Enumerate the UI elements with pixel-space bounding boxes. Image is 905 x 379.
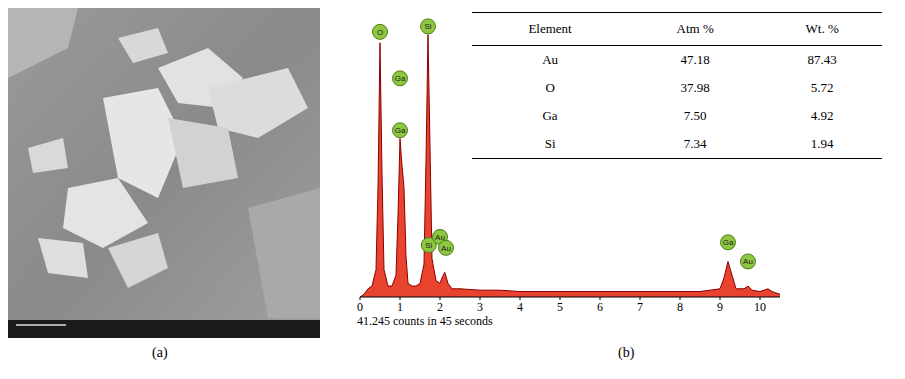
svg-text:Si: Si — [425, 241, 432, 250]
html-text:4.92: 4.92 — [810, 108, 834, 123]
svg-text:3: 3 — [477, 300, 483, 314]
html-text:7.34: 7.34 — [683, 136, 707, 151]
svg-text:Au: Au — [435, 232, 445, 242]
html-text:Element: Element — [528, 21, 572, 36]
html-text:Atm %: Atm % — [676, 21, 714, 36]
html-text:7.50: 7.50 — [683, 108, 707, 123]
svg-text:Si: Si — [424, 22, 431, 31]
svg-text:4: 4 — [517, 300, 523, 314]
html-text:41.245 counts in 45 seconds: 41.245 counts in 45 seconds — [357, 314, 493, 328]
svg-text:7: 7 — [637, 300, 643, 314]
html-text:(b): (b) — [618, 345, 635, 360]
html-text:O: O — [545, 80, 555, 95]
svg-text:1: 1 — [397, 300, 403, 314]
svg-text:2: 2 — [437, 300, 443, 314]
svg-text:O: O — [377, 28, 383, 37]
html-text:Ga: Ga — [542, 108, 558, 123]
svg-text:Ga: Ga — [723, 238, 734, 247]
svg-text:Au: Au — [743, 257, 753, 266]
svg-text:8: 8 — [677, 300, 683, 314]
svg-text:6: 6 — [597, 300, 603, 314]
html-text:5.72: 5.72 — [810, 80, 834, 95]
svg-text:5: 5 — [557, 300, 563, 314]
html-text:Si: Si — [544, 136, 556, 151]
html-text:37.98: 37.98 — [680, 80, 710, 95]
svg-text:10: 10 — [754, 300, 766, 314]
html-text:1.94: 1.94 — [810, 136, 834, 151]
html-text:(a): (a) — [152, 345, 168, 360]
html-text:87.43: 87.43 — [807, 52, 837, 67]
svg-text:Ga: Ga — [395, 126, 406, 135]
html-text:Wt. %: Wt. % — [805, 21, 839, 36]
svg-text:Au: Au — [441, 244, 451, 253]
svg-text:0: 0 — [357, 300, 363, 314]
html-text:Au: Au — [542, 52, 558, 67]
html-text:47.18: 47.18 — [680, 52, 710, 67]
svg-text:Ga: Ga — [395, 74, 406, 83]
svg-text:9: 9 — [717, 300, 723, 314]
